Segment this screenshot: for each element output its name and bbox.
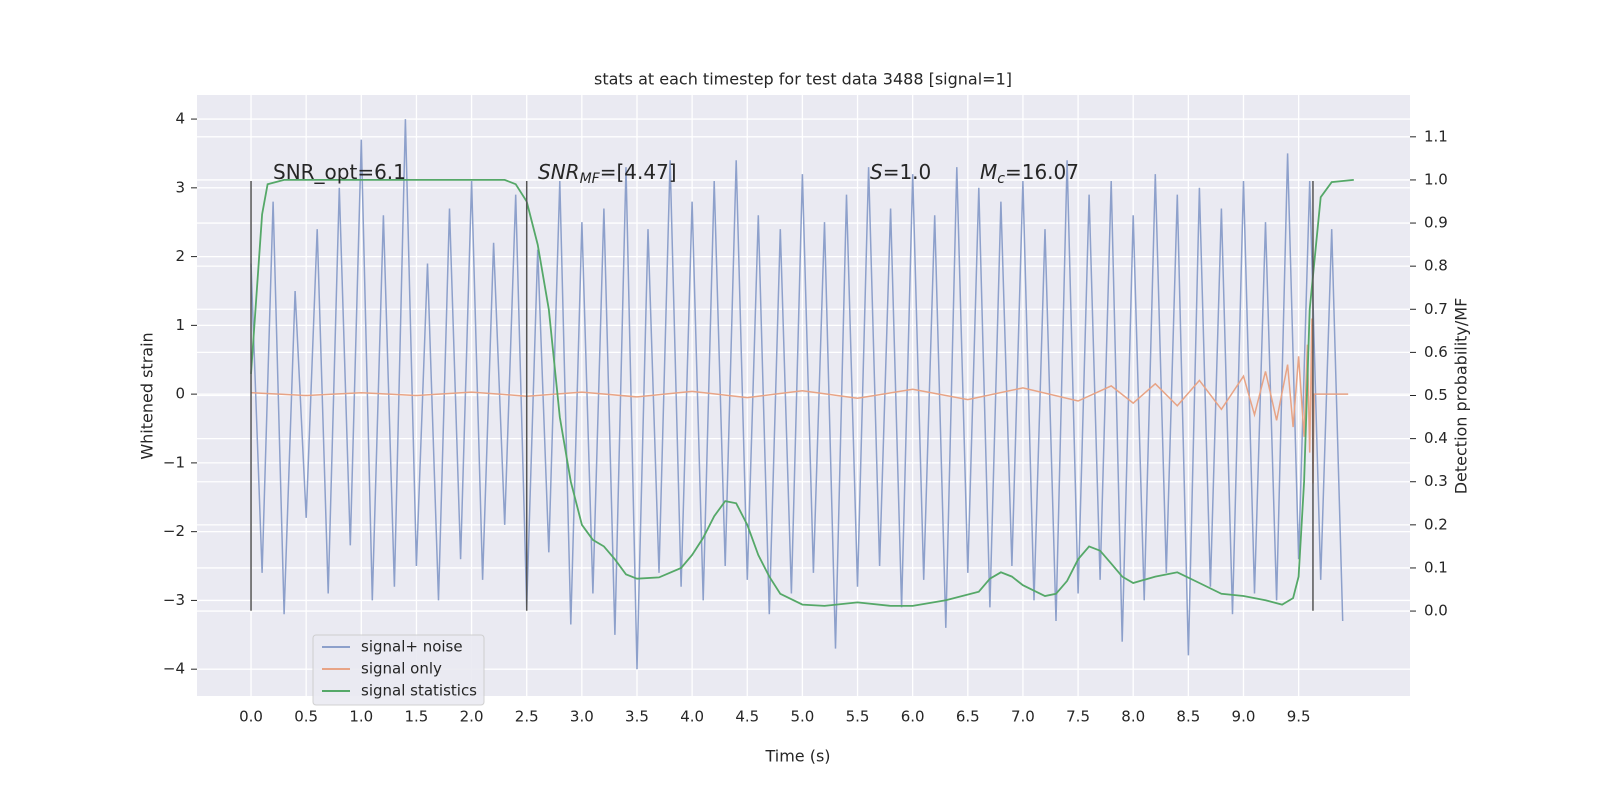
y2-tick-label: 0.0 xyxy=(1424,602,1448,620)
y2-tick-label: 1.0 xyxy=(1424,170,1448,188)
series-line xyxy=(250,179,1354,607)
x-tick-label: 3.5 xyxy=(625,708,649,726)
legend-label: signal statistics xyxy=(361,682,477,700)
y-axis-label: Whitened strain xyxy=(138,332,157,459)
y2-tick-label: 0.3 xyxy=(1424,472,1448,490)
y2-tick-label: 0.2 xyxy=(1424,515,1448,533)
y-tick-label: −2 xyxy=(163,522,185,540)
x-tick-label: 2.5 xyxy=(515,708,539,726)
annotation-base: SNR_opt=6.1 xyxy=(273,160,406,184)
y2-tick-label: 0.4 xyxy=(1424,429,1448,447)
y-tick-label: 0 xyxy=(175,385,185,403)
x-tick-label: 9.0 xyxy=(1232,708,1256,726)
x-tick-label: 6.0 xyxy=(901,708,925,726)
series-line xyxy=(250,318,1349,484)
x-tick-label: 3.0 xyxy=(570,708,594,726)
annotation: SNRMF=[4.47] xyxy=(538,160,677,188)
annotation: S=1.0 xyxy=(870,160,931,184)
x-tick-label: 1.0 xyxy=(349,708,373,726)
x-tick-label: 4.0 xyxy=(680,708,704,726)
y-tick-label: 1 xyxy=(175,316,185,334)
legend-box xyxy=(312,634,485,706)
x-axis-label: Time (s) xyxy=(764,747,830,766)
y2-tick-label: 0.9 xyxy=(1424,214,1448,232)
x-tick-label: 5.0 xyxy=(790,708,814,726)
y2-tick-label: 0.1 xyxy=(1424,558,1448,576)
series-line xyxy=(250,119,1344,670)
y-tick-label: 3 xyxy=(175,178,185,196)
annotation-base: S xyxy=(870,160,883,184)
y2-tick-label: 1.1 xyxy=(1424,127,1448,145)
annotation-base: M xyxy=(980,160,997,184)
y-tick-label: −4 xyxy=(163,660,185,678)
annotation-sub: c xyxy=(997,171,1005,187)
annotation-sub: MF xyxy=(580,171,601,187)
x-tick-label: 0.0 xyxy=(239,708,263,726)
x-tick-label: 7.5 xyxy=(1066,708,1090,726)
annotation: Mc=16.07 xyxy=(980,160,1079,188)
x-tick-label: 0.5 xyxy=(294,708,318,726)
x-tick-label: 8.0 xyxy=(1121,708,1145,726)
y2-axis-label: Detection probability/MF xyxy=(1452,298,1471,495)
chart-title: stats at each timestep for test data 348… xyxy=(594,70,1012,89)
x-tick-label: 5.5 xyxy=(846,708,870,726)
legend-label: signal+ noise xyxy=(361,638,463,656)
y2-tick-label: 0.8 xyxy=(1424,257,1448,275)
annotation-rest: =1.0 xyxy=(883,160,932,184)
y2-tick-label: 0.5 xyxy=(1424,386,1448,404)
annotation: SNR_opt=6.1 xyxy=(273,160,406,184)
annotation-rest: =16.07 xyxy=(1005,160,1079,184)
x-tick-label: 6.5 xyxy=(956,708,980,726)
y-tick-label: −1 xyxy=(163,453,185,471)
y2-tick-label: 0.6 xyxy=(1424,343,1448,361)
x-tick-label: 2.0 xyxy=(460,708,484,726)
y-tick-label: 4 xyxy=(175,110,185,128)
x-tick-label: 8.5 xyxy=(1176,708,1200,726)
y-tick-label: 2 xyxy=(175,247,185,265)
x-tick-label: 1.5 xyxy=(405,708,429,726)
x-tick-label: 7.0 xyxy=(1011,708,1035,726)
x-tick-label: 9.5 xyxy=(1287,708,1311,726)
legend-label: signal only xyxy=(361,660,442,678)
annotation-rest: =[4.47] xyxy=(600,160,677,184)
x-tick-label: 4.5 xyxy=(735,708,759,726)
annotation-base: SNR xyxy=(538,160,580,184)
y2-tick-label: 0.7 xyxy=(1424,300,1448,318)
y-tick-label: −3 xyxy=(163,591,185,609)
